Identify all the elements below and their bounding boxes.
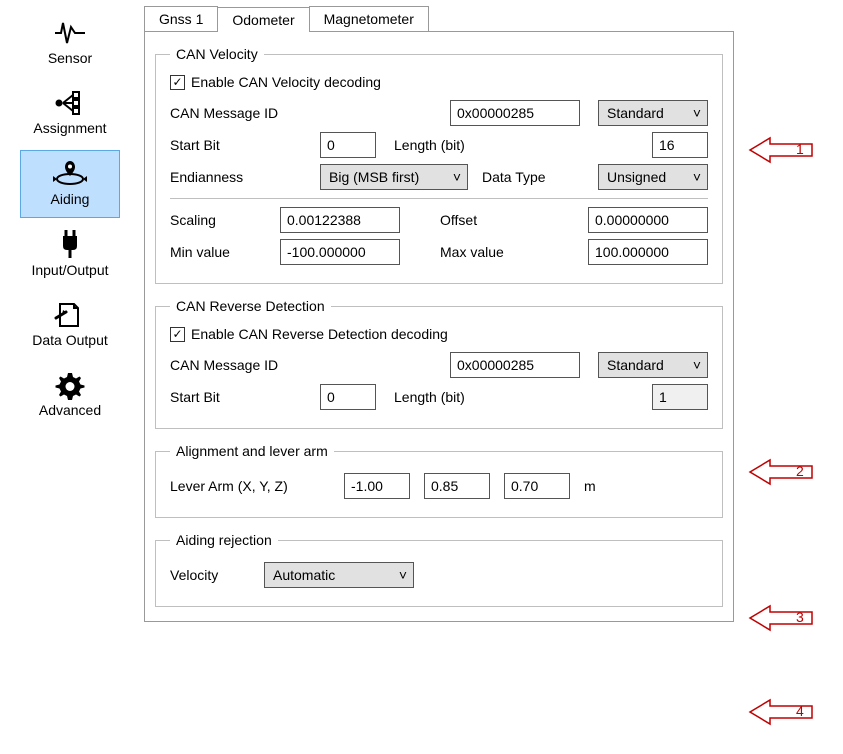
max-input[interactable] — [588, 239, 708, 265]
lever-unit: m — [584, 478, 596, 494]
sidebar-item-inputoutput[interactable]: Input/Output — [20, 222, 120, 288]
sidebar-item-advanced[interactable]: Advanced — [20, 362, 120, 428]
aiding-icon — [21, 157, 119, 191]
can-velocity-group: CAN Velocity ✓ Enable CAN Velocity decod… — [155, 46, 723, 284]
divider — [170, 198, 708, 199]
lever-arm-label: Lever Arm (X, Y, Z) — [170, 478, 330, 494]
checkmark-icon: ✓ — [170, 75, 185, 90]
content: Gnss 1 Odometer Magnetometer CAN Velocit… — [140, 0, 843, 754]
min-label: Min value — [170, 244, 270, 260]
alignment-legend: Alignment and lever arm — [170, 443, 334, 459]
length-label: Length (bit) — [394, 389, 634, 405]
chevron-down-icon: ˅ — [453, 169, 461, 185]
callout-number: 3 — [796, 609, 804, 625]
tab-magnetometer[interactable]: Magnetometer — [309, 6, 429, 31]
min-input[interactable] — [280, 239, 400, 265]
assignment-icon — [20, 86, 120, 120]
start-bit-label: Start Bit — [170, 137, 310, 153]
aiding-rejection-legend: Aiding rejection — [170, 532, 278, 548]
max-label: Max value — [410, 244, 578, 260]
length-label: Length (bit) — [394, 137, 634, 153]
can-msg-format-select[interactable]: Standard ˅ — [598, 100, 708, 126]
tab-panel-odometer: CAN Velocity ✓ Enable CAN Velocity decod… — [144, 31, 734, 622]
scaling-input[interactable] — [280, 207, 400, 233]
endianness-select[interactable]: Big (MSB first) ˅ — [320, 164, 468, 190]
datatype-select[interactable]: Unsigned ˅ — [598, 164, 708, 190]
alignment-group: Alignment and lever arm Lever Arm (X, Y,… — [155, 443, 723, 518]
datatype-label: Data Type — [482, 169, 584, 185]
tab-gnss1[interactable]: Gnss 1 — [144, 6, 218, 31]
start-bit-input[interactable] — [320, 132, 376, 158]
chevron-down-icon: ˅ — [399, 567, 407, 583]
sidebar-item-label: Advanced — [20, 402, 120, 418]
callout-number: 1 — [796, 141, 804, 157]
checkbox-label: Enable CAN Velocity decoding — [191, 74, 381, 90]
chevron-down-icon: ˅ — [693, 105, 701, 121]
length-input — [652, 384, 708, 410]
can-msg-format-select[interactable]: Standard ˅ — [598, 352, 708, 378]
select-value: Automatic — [273, 567, 335, 583]
sidebar-item-label: Sensor — [20, 50, 120, 66]
offset-label: Offset — [410, 212, 578, 228]
select-value: Standard — [607, 105, 664, 121]
endianness-label: Endianness — [170, 169, 310, 185]
chevron-down-icon: ˅ — [693, 357, 701, 373]
dataoutput-icon — [20, 298, 120, 332]
callout-arrow: 4 — [748, 696, 814, 728]
sidebar-item-label: Aiding — [21, 191, 119, 207]
aiding-rejection-group: Aiding rejection Velocity Automatic ˅ — [155, 532, 723, 607]
lever-z-input[interactable] — [504, 473, 570, 499]
inputoutput-icon — [20, 228, 120, 262]
can-msg-id-label: CAN Message ID — [170, 357, 310, 373]
enable-can-reverse-checkbox[interactable]: ✓ Enable CAN Reverse Detection decoding — [170, 326, 448, 342]
scaling-label: Scaling — [170, 212, 270, 228]
can-msg-id-label: CAN Message ID — [170, 105, 310, 121]
offset-input[interactable] — [588, 207, 708, 233]
can-velocity-legend: CAN Velocity — [170, 46, 264, 62]
sidebar-item-dataoutput[interactable]: Data Output — [20, 292, 120, 358]
sidebar-item-assignment[interactable]: Assignment — [20, 80, 120, 146]
select-value: Big (MSB first) — [329, 169, 419, 185]
can-msg-id-input[interactable] — [450, 352, 580, 378]
enable-can-velocity-checkbox[interactable]: ✓ Enable CAN Velocity decoding — [170, 74, 381, 90]
lever-y-input[interactable] — [424, 473, 490, 499]
sidebar-item-aiding[interactable]: Aiding — [20, 150, 120, 218]
callout-arrow: 1 — [748, 134, 814, 166]
sidebar-item-label: Input/Output — [20, 262, 120, 278]
length-input[interactable] — [652, 132, 708, 158]
velocity-select[interactable]: Automatic ˅ — [264, 562, 414, 588]
velocity-label: Velocity — [170, 567, 250, 583]
sensor-icon — [20, 16, 120, 50]
checkbox-label: Enable CAN Reverse Detection decoding — [191, 326, 448, 342]
sidebar: Sensor Assignment — [0, 0, 140, 754]
select-value: Standard — [607, 357, 664, 373]
start-bit-label: Start Bit — [170, 389, 310, 405]
callout-number: 2 — [796, 463, 804, 479]
tabs: Gnss 1 Odometer Magnetometer — [144, 6, 843, 31]
can-reverse-group: CAN Reverse Detection ✓ Enable CAN Rever… — [155, 298, 723, 429]
advanced-icon — [20, 368, 120, 402]
sidebar-item-label: Data Output — [20, 332, 120, 348]
chevron-down-icon: ˅ — [693, 169, 701, 185]
checkmark-icon: ✓ — [170, 327, 185, 342]
sidebar-item-label: Assignment — [20, 120, 120, 136]
can-msg-id-input[interactable] — [450, 100, 580, 126]
start-bit-input[interactable] — [320, 384, 376, 410]
callout-number: 4 — [796, 703, 804, 719]
sidebar-item-sensor[interactable]: Sensor — [20, 10, 120, 76]
select-value: Unsigned — [607, 169, 666, 185]
tab-odometer[interactable]: Odometer — [217, 7, 309, 32]
callout-arrow: 2 — [748, 456, 814, 488]
can-reverse-legend: CAN Reverse Detection — [170, 298, 331, 314]
callout-arrow: 3 — [748, 602, 814, 634]
lever-x-input[interactable] — [344, 473, 410, 499]
